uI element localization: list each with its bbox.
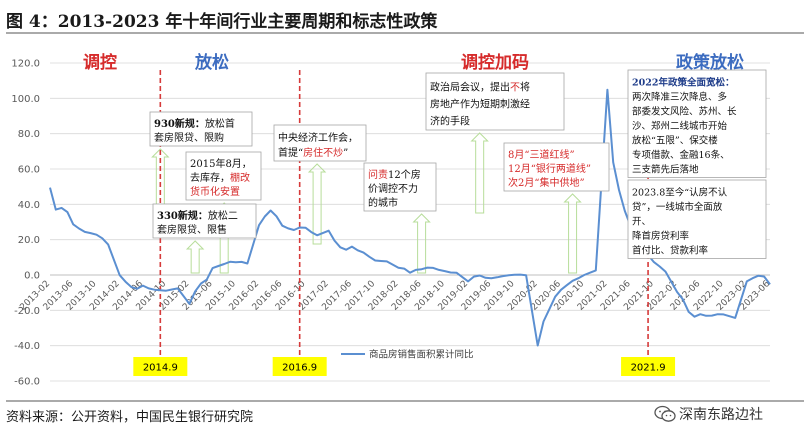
annotation-line: 贷”，一线城市全面放 xyxy=(632,201,723,213)
annotation-line: 货币化安置 xyxy=(190,185,240,198)
annotation-box xyxy=(503,142,610,192)
annotation-arrow xyxy=(470,132,489,214)
y-tick-label: 0.0 xyxy=(24,271,40,282)
annotation-line: 首付比、贷款利率 xyxy=(632,245,709,257)
y-tick-label: 80.0 xyxy=(18,129,40,140)
annotation-line: 330新规：放松二 xyxy=(157,209,238,222)
year-box xyxy=(133,357,188,376)
annotation-line: 降首房贷利率 xyxy=(632,230,690,242)
y-tick-label: 20.0 xyxy=(18,235,40,246)
annotation-line: 三支箭先后落地 xyxy=(632,164,699,176)
y-axis: -60.0 -40.0 -20.0 0.0 20.0 40.0 60.0 80.0 100.0 1… xyxy=(11,59,40,388)
annotation-arrow xyxy=(185,240,205,274)
annotation-line: 价调控不力 xyxy=(368,182,418,195)
x-axis: 2013-022013-062013-102014-022014-062014-… xyxy=(18,274,772,313)
wechat-icon xyxy=(654,405,676,422)
annotation-arrow xyxy=(563,193,582,274)
annotation-box xyxy=(149,111,253,147)
annotation-line: 放松“五限”、保交楼 xyxy=(632,135,718,147)
annotation-line: 中央经济工作会， xyxy=(278,131,358,144)
annotation-line: 问责12个房 xyxy=(368,168,421,181)
phase-label: 调控 xyxy=(83,52,117,73)
annotation-line: 930新规：放松首 xyxy=(154,117,235,130)
annotation-line: 8月“三道红线” xyxy=(508,148,575,161)
watermark-text: 深南东路边社 xyxy=(679,407,763,423)
phase-label: 调控加码 xyxy=(461,52,529,73)
year-box xyxy=(272,357,327,376)
figure-title: 图 4：2013-2023 年十年间行业主要周期和标志性政策 xyxy=(6,11,438,32)
y-tick-label: 60.0 xyxy=(18,165,40,176)
source-note: 资料来源：公开资料，中国民生银行研究院 xyxy=(6,409,254,425)
annotation-line: 沙、郑州二线城市开始 xyxy=(632,120,728,132)
annotation-box xyxy=(185,151,262,201)
annotation-box xyxy=(152,203,257,239)
y-tick-label: -20.0 xyxy=(14,306,40,317)
annotation-arrow xyxy=(412,213,431,274)
y-tick-label: -40.0 xyxy=(14,341,40,352)
annotation-line: 次2月“集中供地” xyxy=(508,176,585,189)
annotation-box xyxy=(425,72,565,131)
annotation-line: 专项借款、金融16条、 xyxy=(632,149,730,161)
annotation-line: 开、 xyxy=(632,217,651,228)
legend-label: 商品房销售面积累计同比 xyxy=(369,349,474,361)
phase-label: 放松 xyxy=(194,52,229,73)
annotation-box xyxy=(273,124,367,162)
annotation-box xyxy=(363,162,437,212)
y-tick-label: 120.0 xyxy=(11,59,40,70)
y-tick-label: -60.0 xyxy=(14,377,40,388)
annotation-line: 政治局会议，提出不将 xyxy=(430,81,530,94)
year-label: 2016.9 xyxy=(282,363,317,374)
watermark: 深南东路边社 xyxy=(654,402,763,426)
annotation-line: 济的手段 xyxy=(430,115,470,128)
legend: 商品房销售面积累计同比 xyxy=(341,349,474,361)
year-label: 2021.9 xyxy=(631,363,666,374)
annotation-line: 的城市 xyxy=(368,196,398,209)
annotation-line: 套房限贷、限购 xyxy=(154,131,224,144)
year-box xyxy=(621,357,676,376)
annotation-line: 去库存，棚改 xyxy=(190,171,250,184)
annotation-line: 12月“银行两道线” xyxy=(508,162,591,175)
annotation-arrow xyxy=(307,163,327,245)
phase-labels: 调控 放松 调控加码 政策放松 xyxy=(83,52,744,73)
annotation-box xyxy=(627,179,767,259)
annotation-line: 套房限贷、限售 xyxy=(157,223,227,236)
annotation-line: 2023.8至今“认房不认 xyxy=(632,187,728,199)
annotation-line: 部委发文风险、苏州、长 xyxy=(632,106,737,118)
annotation-line: 首提“房住不炒” xyxy=(278,146,348,159)
annotation-line: 房地产作为短期刺激经 xyxy=(430,98,530,111)
annotation-line: 两次降准三次降息、多 xyxy=(632,91,727,103)
annotation-line: 2022年政策全面宽松： xyxy=(632,77,734,89)
year-label: 2014.9 xyxy=(143,363,178,374)
annotation-line: 2015年8月， xyxy=(190,157,252,170)
period-dividers: 2014.9 2016.9 2021.9 xyxy=(133,70,676,376)
phase-label: 政策放松 xyxy=(676,52,744,73)
annotation-box xyxy=(627,69,767,178)
y-tick-label: 100.0 xyxy=(11,94,40,105)
y-tick-label: 40.0 xyxy=(18,200,40,211)
